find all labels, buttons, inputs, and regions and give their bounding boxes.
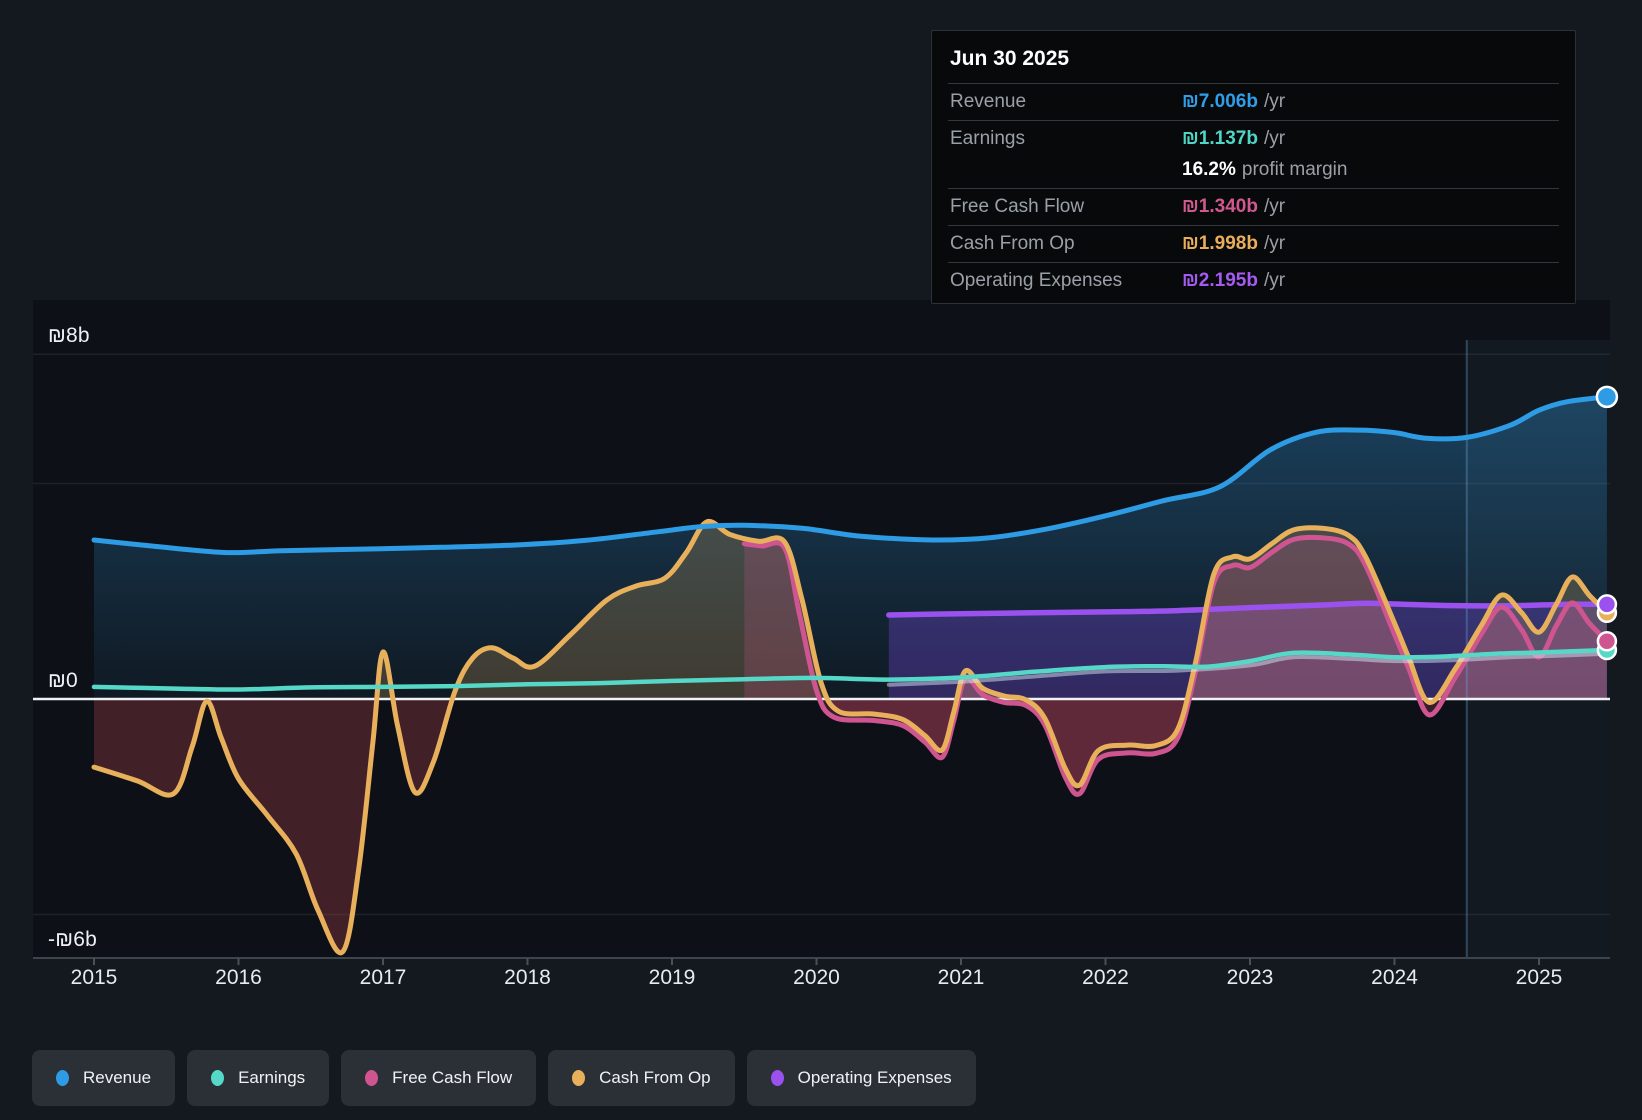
earnings-line (91, 647, 1610, 692)
legend-chip-revenue[interactable]: Revenue (32, 1050, 176, 1106)
readout-value: ₪7.006b (1182, 91, 1258, 112)
legend-label: Operating Expenses (797, 1068, 952, 1087)
x-axis-label-2020: 2020 (793, 966, 840, 989)
x-axis-label-2015: 2015 (70, 966, 118, 989)
legend-chip-cash-from-op[interactable]: Cash From Op (548, 1050, 735, 1106)
readout-value: ₪1.998b (1182, 233, 1258, 254)
operating-expenses-end-marker (1596, 594, 1618, 615)
readout-value: ₪1.340b (1182, 196, 1258, 217)
readout-value: 16.2% (1182, 159, 1236, 180)
x-axis-label-2023: 2023 (1226, 966, 1274, 989)
free-cash-flow-area-negative (744, 699, 1607, 795)
y-axis-label-0: ₪0 (48, 669, 78, 692)
readout-row-free-cash-flow: Free Cash Flow ₪1.340b/yr (948, 188, 1559, 225)
readout-label: Operating Expenses (950, 270, 1123, 291)
readout-suffix: /yr (1263, 270, 1286, 291)
readout-label: Cash From Op (950, 233, 1075, 254)
revenue-line (91, 394, 1610, 556)
y-axis-label-8b: ₪8b (48, 324, 90, 348)
readout-row-earnings: Earnings ₪1.137b/yr (948, 120, 1559, 157)
cash-from-op-dot-icon (572, 1070, 586, 1086)
readout-label: Revenue (950, 91, 1027, 112)
readout-label: Earnings (950, 128, 1025, 149)
readout-label: Free Cash Flow (950, 196, 1085, 217)
x-axis-label-2021: 2021 (937, 966, 985, 989)
legend-chip-earnings[interactable]: Earnings (187, 1050, 330, 1106)
earnings-dot-icon (211, 1070, 225, 1086)
free-cash-flow-end-marker (1596, 630, 1618, 652)
readout-suffix: profit margin (1241, 159, 1348, 180)
x-axis-label-2018: 2018 (504, 966, 551, 989)
data-readout-card: Jun 30 2025 Revenue ₪7.006b/yr Earnings ₪1.… (931, 30, 1576, 304)
revenue-dot-icon (56, 1070, 69, 1086)
x-axis-label-2016: 2016 (215, 966, 262, 989)
readout-row-revenue: Revenue ₪7.006b/yr (948, 83, 1559, 120)
readout-suffix: /yr (1263, 233, 1286, 254)
cash-from-op-area-negative (94, 699, 1607, 953)
readout-date: Jun 30 2025 (950, 47, 1070, 70)
x-axis-label-2024: 2024 (1371, 966, 1418, 989)
operating-expenses-dot-icon (770, 1070, 784, 1086)
readout-row-cash-from-op: Cash From Op ₪1.998b/yr (948, 225, 1559, 262)
legend: Revenue Earnings Free Cash Flow Cash From O… (32, 1050, 976, 1106)
legend-label: Free Cash Flow (392, 1068, 513, 1087)
free-cash-flow-dot-icon (365, 1070, 379, 1086)
y-axis-label-6b: -₪6b (48, 927, 97, 951)
revenue-end-marker (1595, 385, 1619, 409)
legend-label: Revenue (83, 1068, 152, 1087)
revenue-area (94, 396, 1607, 699)
cash-from-op-line (91, 518, 1610, 956)
x-axis-label-2019: 2019 (648, 966, 696, 989)
legend-chip-free-cash-flow[interactable]: Free Cash Flow (341, 1050, 537, 1106)
x-axis-label-2022: 2022 (1082, 966, 1129, 989)
readout-row-profit-margin: 16.2% profit margin (948, 157, 1559, 188)
readout-value: ₪2.195b (1182, 270, 1258, 291)
legend-chip-operating-expenses[interactable]: Operating Expenses (746, 1050, 976, 1106)
readout-suffix: /yr (1263, 196, 1286, 217)
readout-value: ₪1.137b (1182, 128, 1258, 149)
readout-suffix: /yr (1263, 91, 1286, 112)
legend-label: Cash From Op (599, 1068, 711, 1087)
readout-row-operating-expenses: Operating Expenses ₪2.195b/yr (948, 262, 1559, 299)
x-axis-label-2017: 2017 (359, 966, 407, 989)
x-axis-label-2025: 2025 (1515, 966, 1563, 989)
readout-suffix: /yr (1263, 128, 1286, 149)
legend-label: Earnings (238, 1068, 306, 1087)
free-cash-flow-line (741, 534, 1610, 797)
earnings-secondary-line (886, 651, 1609, 687)
